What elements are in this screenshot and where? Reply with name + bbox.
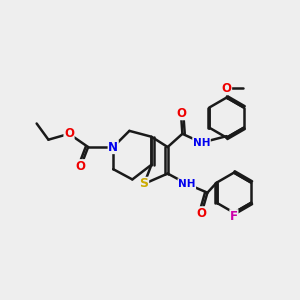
Text: O: O (176, 107, 186, 120)
Text: O: O (64, 127, 74, 140)
Text: O: O (196, 207, 206, 220)
Text: N: N (108, 141, 118, 154)
Text: S: S (140, 177, 148, 190)
Text: NH: NH (178, 179, 196, 189)
Text: O: O (222, 82, 232, 95)
Text: O: O (76, 160, 86, 173)
Text: F: F (230, 210, 238, 223)
Text: NH: NH (193, 138, 210, 148)
